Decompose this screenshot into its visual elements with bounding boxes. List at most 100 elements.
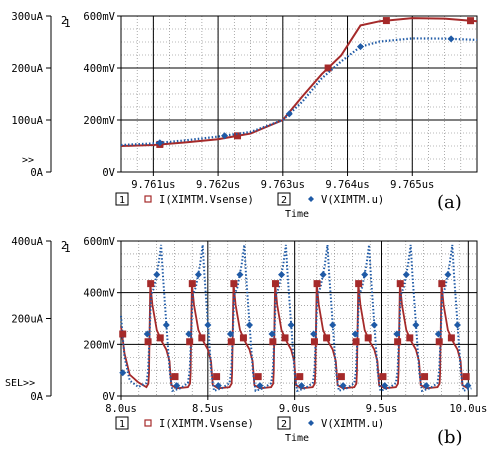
- x-tick-label: 9.765us: [390, 179, 434, 191]
- x-tick-label: 10.0us: [449, 403, 487, 415]
- series-current-marker: [186, 338, 194, 346]
- left-tick-label: 400uA: [11, 236, 43, 248]
- series-voltage-marker: [319, 271, 327, 279]
- chart-a-legend-square-icon: [144, 195, 152, 203]
- series-voltage-marker: [339, 382, 347, 390]
- series-current-marker: [324, 64, 332, 72]
- x-tick-label: 9.5us: [366, 403, 398, 415]
- series-voltage-marker: [453, 321, 461, 329]
- series-voltage-marker: [310, 330, 318, 338]
- right-axis-id: 2: [61, 240, 67, 252]
- chart-b-legend-box-2-label: 2: [281, 419, 287, 430]
- series-voltage-marker: [204, 321, 212, 329]
- chart-a-plot-frame: [120, 15, 478, 173]
- chart-b-legend-diamond-icon: [308, 420, 314, 426]
- chart-a-legend-box-2: [277, 192, 291, 206]
- series-voltage-marker: [173, 382, 181, 390]
- chart-b-series: [119, 244, 472, 393]
- series-current-marker: [144, 338, 152, 346]
- series-current-marker: [323, 334, 331, 342]
- chart-a-legend-box-2-label: 2: [281, 195, 287, 206]
- series-voltage-marker: [221, 132, 229, 140]
- x-tick-label: 9.762us: [196, 179, 240, 191]
- series-current-marker: [355, 280, 363, 288]
- series-current-marker: [171, 373, 179, 381]
- series-voltage-line: [120, 37, 478, 147]
- series-voltage-marker: [143, 330, 151, 338]
- series-voltage-marker: [381, 382, 389, 390]
- series-current-marker: [467, 17, 475, 25]
- series-current-marker: [447, 334, 455, 342]
- series-current-marker: [239, 334, 247, 342]
- x-tick-label: 8.5us: [192, 403, 224, 415]
- chart-a-legend-box-1-label: 1: [119, 195, 125, 206]
- right-tick-label: 400mV: [83, 63, 115, 75]
- series-voltage-marker: [162, 321, 170, 329]
- series-voltage-marker: [153, 271, 161, 279]
- series-voltage-marker: [447, 35, 455, 43]
- chart-b: 0A 200uA 400uA 0V 200mV 400mV 600mV 2 8.0us 8.5…: [5, 236, 487, 448]
- series-current-marker: [227, 338, 235, 346]
- chart-a-legend-series-1: I(XIMTM.Vsense): [159, 194, 254, 206]
- series-voltage-marker: [444, 271, 452, 279]
- series-voltage-marker: [246, 321, 254, 329]
- series-voltage-marker: [256, 382, 264, 390]
- series-current-marker: [254, 373, 262, 381]
- series-current-marker: [337, 373, 345, 381]
- series-current-marker: [147, 280, 155, 288]
- series-voltage-marker: [236, 271, 244, 279]
- series-current-marker: [213, 373, 221, 381]
- series-voltage-marker: [361, 271, 369, 279]
- left-tick-label: 200uA: [11, 314, 43, 326]
- chart-a-series: [120, 17, 478, 148]
- series-current-marker: [462, 373, 470, 381]
- chart-b-x-ticks: 8.0us 8.5us 9.0us 9.5us 10.0us: [105, 396, 487, 415]
- series-voltage-marker: [393, 330, 401, 338]
- chart-b-legend-box-2: [277, 416, 291, 430]
- series-voltage-marker: [434, 330, 442, 338]
- series-current-marker: [382, 17, 390, 25]
- chart-a-grid: [121, 16, 477, 172]
- series-voltage-marker: [298, 382, 306, 390]
- chart-a-x-ticks: 9.761us 9.762us 9.763us 9.764us 9.765us: [131, 172, 434, 191]
- series-voltage-marker: [356, 43, 364, 51]
- series-current-marker: [421, 373, 429, 381]
- series-current-marker: [438, 280, 446, 288]
- series-current-marker: [281, 334, 289, 342]
- series-voltage-marker: [185, 330, 193, 338]
- chart-b-left-ticks: 0A 200uA 400uA: [11, 236, 51, 403]
- chart-b-legend-series-2: V(XIMTM.u): [321, 418, 384, 430]
- chart-a-legend-series-2: V(XIMTM.u): [321, 194, 384, 206]
- series-voltage-marker: [119, 369, 127, 377]
- chart-b-grid: [120, 241, 477, 396]
- chart-b-panel-label: (b): [437, 427, 463, 448]
- x-tick-label: 8.0us: [105, 403, 137, 415]
- series-current-marker: [435, 338, 443, 346]
- right-tick-label: 200mV: [83, 115, 115, 127]
- series-current-marker: [234, 132, 242, 140]
- left-tick-label: 300uA: [11, 11, 43, 23]
- chart-b-legend-square-icon: [144, 419, 152, 427]
- chart-b-right-ticks: 0V 200mV 400mV 600mV 2: [61, 236, 121, 403]
- chart-a-cursor-marker: >>: [22, 155, 34, 166]
- left-tick-label: 200uA: [11, 63, 43, 75]
- chart-a-right-ticks: 0V 200mV 400mV 600mV 2: [61, 11, 121, 179]
- series-voltage-marker: [370, 321, 378, 329]
- left-tick-label: 0A: [30, 391, 43, 403]
- chart-a-legend-box-1: [115, 192, 129, 206]
- series-voltage-marker: [226, 330, 234, 338]
- chart-a-left-axis-id: 1: [64, 17, 71, 30]
- series-voltage-marker: [194, 271, 202, 279]
- right-tick-label: 400mV: [83, 288, 115, 300]
- series-voltage-marker: [351, 330, 359, 338]
- series-current-marker: [156, 334, 164, 342]
- series-current-marker: [271, 280, 279, 288]
- chart-a-panel-label: (a): [437, 192, 462, 213]
- chart-b-legend: 1 I(XIMTM.Vsense) 2 V(XIMTM.u): [115, 416, 384, 430]
- series-current-marker: [406, 334, 414, 342]
- chart-a-legend-diamond-icon: [308, 196, 314, 202]
- x-tick-label: 9.764us: [325, 179, 369, 191]
- series-current-marker: [394, 338, 402, 346]
- series-current-marker: [188, 280, 196, 288]
